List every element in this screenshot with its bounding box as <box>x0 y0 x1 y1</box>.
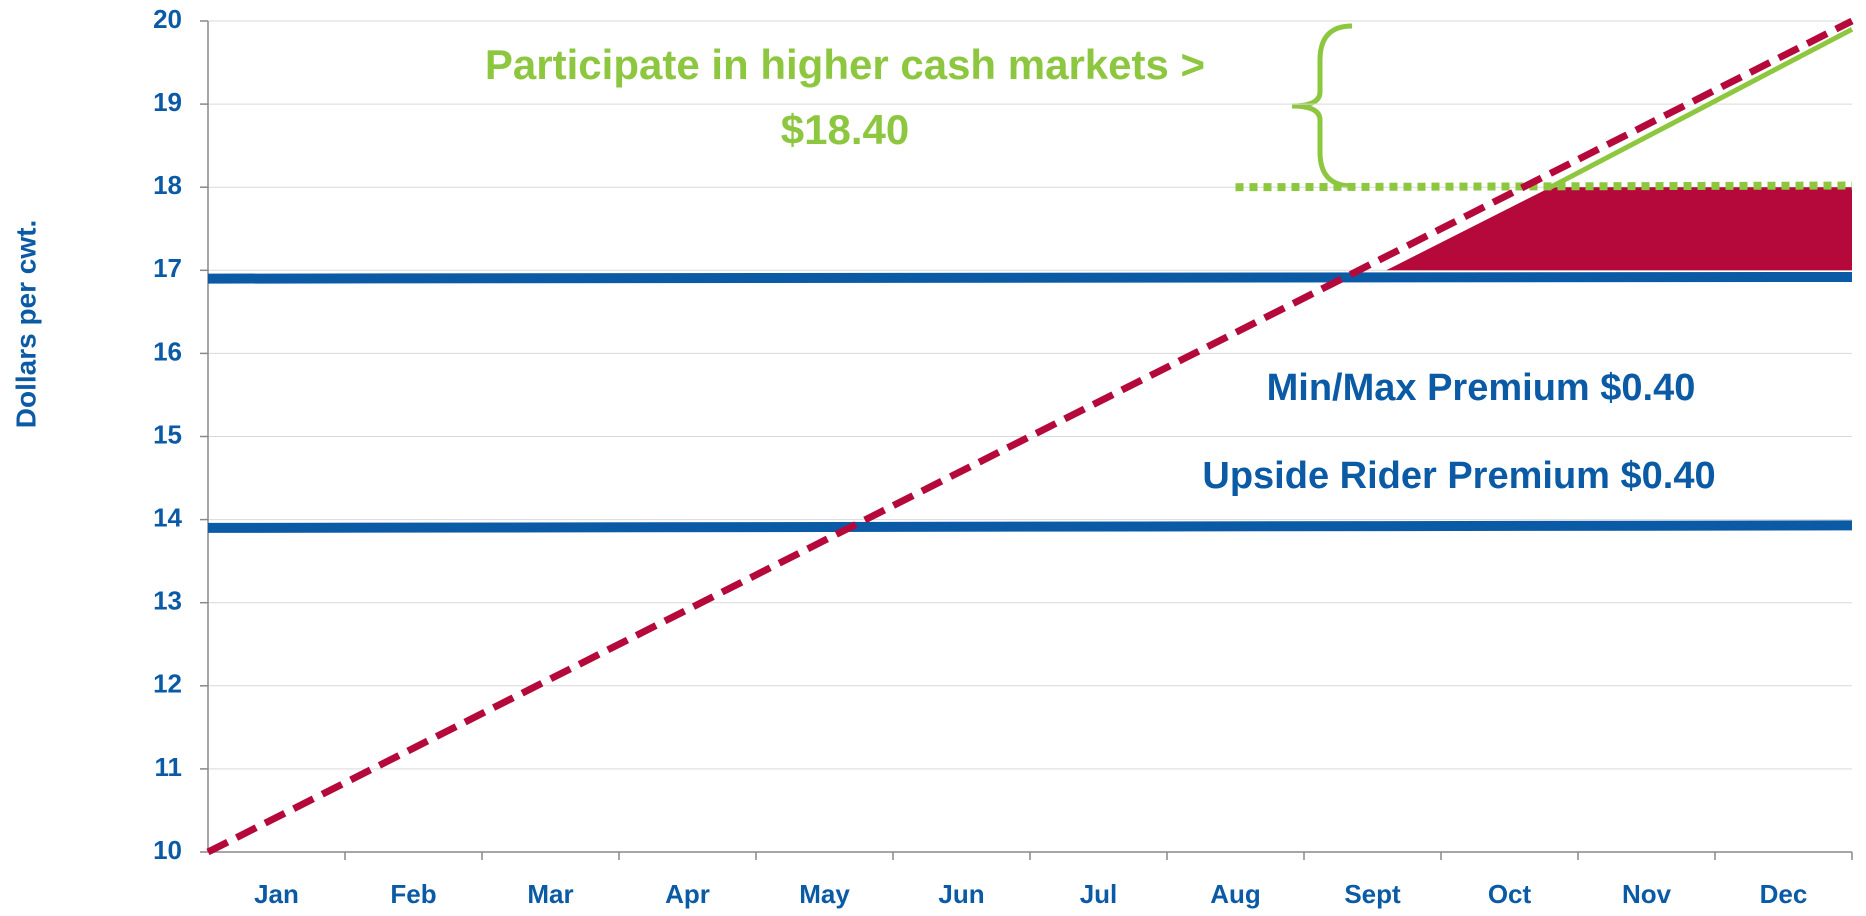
y-tick-label: 20 <box>153 4 182 34</box>
x-tick-label: May <box>799 879 850 909</box>
x-tick-label: Oct <box>1488 879 1532 909</box>
annotation: $18.40 <box>781 106 909 153</box>
x-tick-label: Sept <box>1344 879 1401 909</box>
x-tick-label: Jan <box>254 879 299 909</box>
y-tick-label: 16 <box>153 336 182 366</box>
brace <box>1291 23 1353 189</box>
area <box>1386 187 1852 271</box>
y-tick-label: 13 <box>153 586 182 616</box>
annotation: Upside Rider Premium $0.40 <box>1202 455 1715 497</box>
y-tick-label: 11 <box>155 752 183 782</box>
y-tick-label: 17 <box>153 253 182 283</box>
y-tick-label: 18 <box>153 170 182 200</box>
annotation: Participate in higher cash markets > <box>485 41 1205 88</box>
line <box>207 271 1853 284</box>
y-axis-label: Dollars per cwt. <box>10 220 41 429</box>
y-tick-label: 19 <box>153 87 182 117</box>
x-tick-label: Nov <box>1622 879 1672 909</box>
y-tick-label: 12 <box>153 669 182 699</box>
line <box>207 520 1853 533</box>
y-tick-label: 14 <box>153 502 182 532</box>
x-tick-label: Jul <box>1080 879 1118 909</box>
y-tick-label: 10 <box>153 835 182 865</box>
x-tick-label: Feb <box>390 879 436 909</box>
x-tick-label: Aug <box>1210 879 1261 909</box>
x-tick-label: Mar <box>527 879 573 909</box>
x-tick-label: Apr <box>665 879 710 909</box>
line <box>1235 181 1853 192</box>
annotation: Min/Max Premium $0.40 <box>1267 367 1696 409</box>
x-tick-label: Dec <box>1760 879 1808 909</box>
y-tick-label: 15 <box>153 419 182 449</box>
line <box>1549 27 1854 190</box>
x-tick-label: Jun <box>938 879 984 909</box>
line <box>206 17 1854 856</box>
